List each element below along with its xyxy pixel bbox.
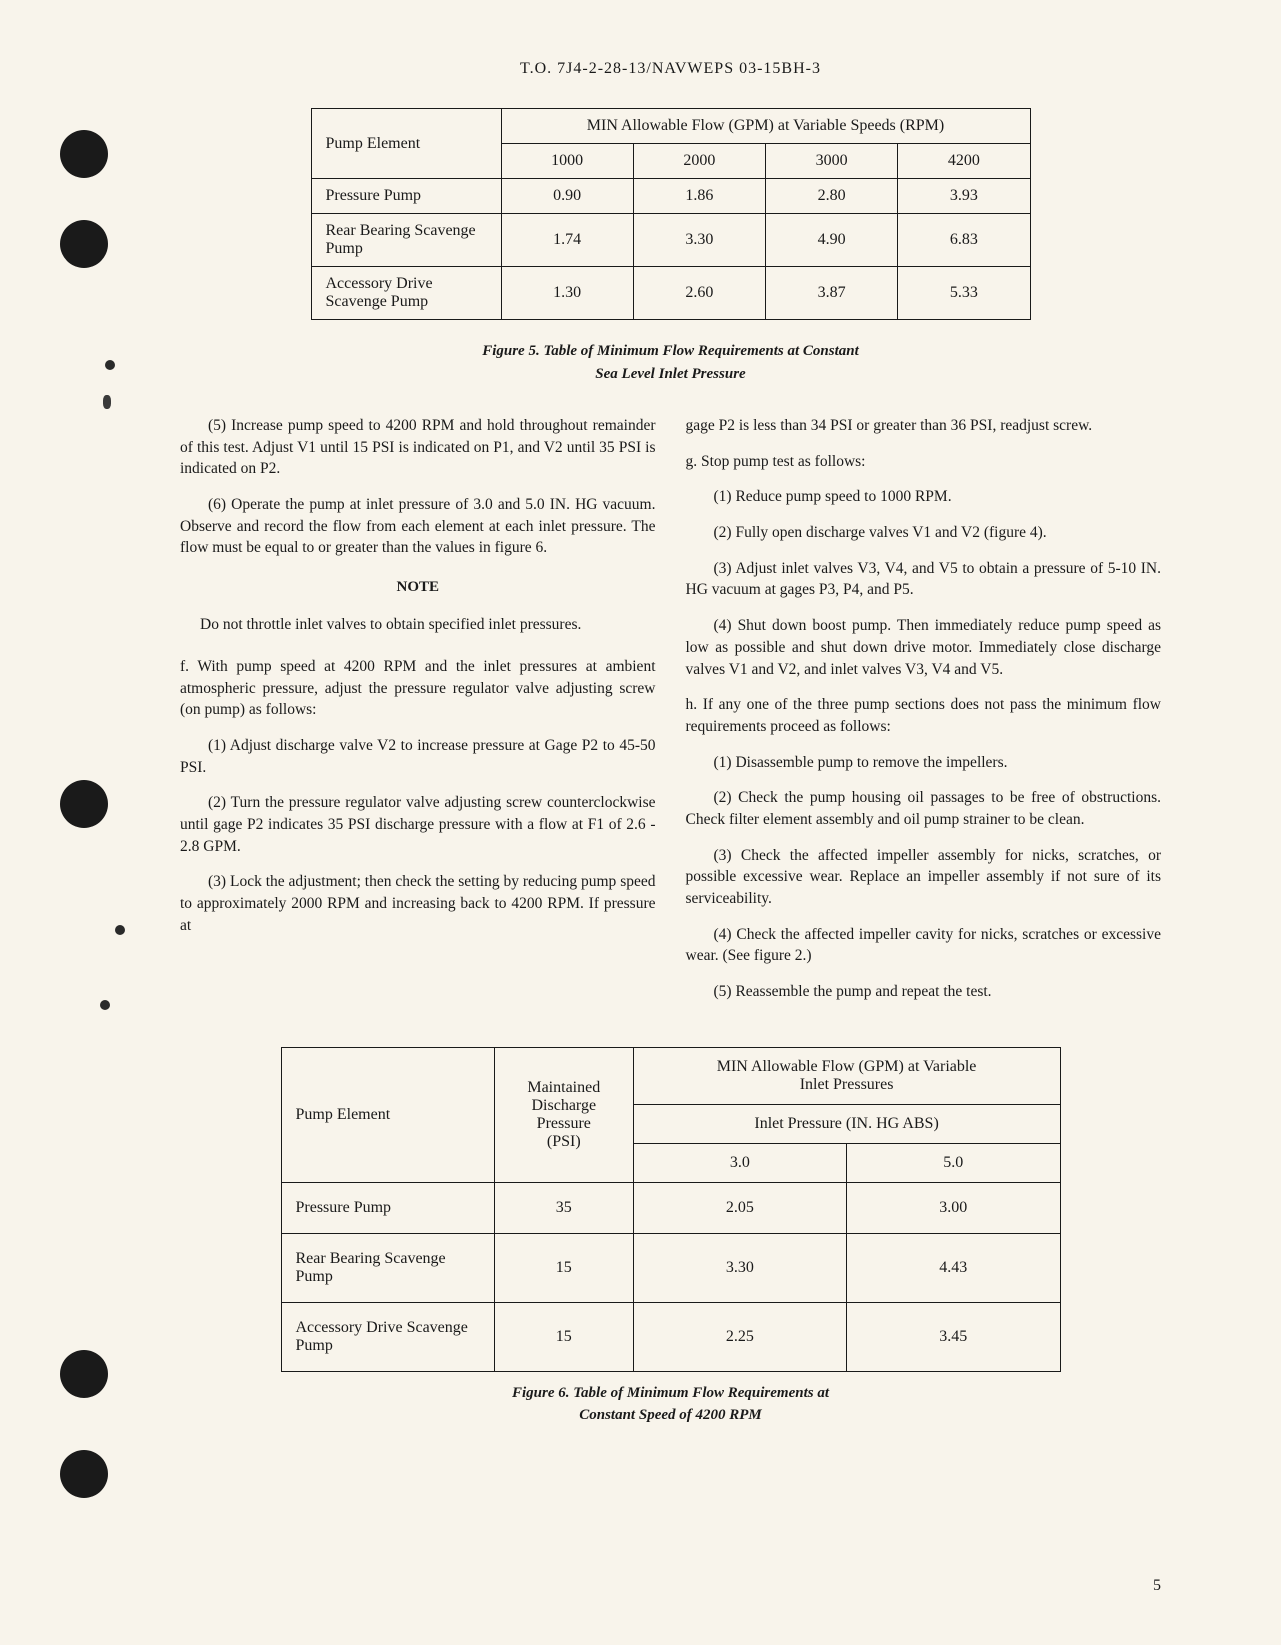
label: Maintained — [527, 1079, 600, 1096]
paragraph: (5) Reassemble the pump and repeat the t… — [686, 981, 1162, 1003]
paragraph: f. With pump speed at 4200 RPM and the i… — [180, 656, 656, 721]
paragraph: (1) Adjust discharge valve V2 to increas… — [180, 735, 656, 778]
paragraph: (2) Fully open discharge valves V1 and V… — [686, 522, 1162, 544]
figure-5-caption: Figure 5. Table of Minimum Flow Requirem… — [180, 340, 1161, 385]
label: MIN Allowable Flow (GPM) at Variable — [717, 1058, 977, 1075]
table2-value-cell: 2.05 — [633, 1182, 846, 1233]
table2-value-cell: 4.43 — [847, 1233, 1060, 1302]
table1-value-cell: 1.74 — [501, 214, 633, 267]
caption-line: Constant Speed of 4200 RPM — [579, 1407, 762, 1423]
table1-element-cell: Rear Bearing Scavenge Pump — [311, 214, 501, 267]
caption-line: Sea Level Inlet Pressure — [595, 366, 745, 382]
page-number: 5 — [1153, 1577, 1161, 1595]
table1-value-cell: 5.33 — [898, 267, 1030, 320]
paragraph: (4) Shut down boost pump. Then immediate… — [686, 615, 1162, 680]
scan-artifact — [100, 1000, 110, 1010]
paragraph: (3) Lock the adjustment; then check the … — [180, 871, 656, 936]
table2-psi-cell: 15 — [494, 1233, 633, 1302]
label: Discharge — [531, 1097, 596, 1114]
table1-element-cell: Pressure Pump — [311, 179, 501, 214]
scan-artifact — [103, 395, 111, 409]
punch-hole — [60, 220, 108, 268]
table1-speed-col: 2000 — [633, 144, 765, 179]
caption-line: Figure 5. Table of Minimum Flow Requirem… — [482, 343, 859, 359]
paragraph: (5) Increase pump speed to 4200 RPM and … — [180, 415, 656, 480]
table2-header-span: MIN Allowable Flow (GPM) at Variable Inl… — [633, 1047, 1060, 1104]
figure-6-caption: Figure 6. Table of Minimum Flow Requirem… — [180, 1382, 1161, 1427]
table1-value-cell: 2.80 — [765, 179, 897, 214]
table2-header-discharge: Maintained Discharge Pressure (PSI) — [494, 1047, 633, 1182]
table2-psi-cell: 35 — [494, 1182, 633, 1233]
right-column: gage P2 is less than 34 PSI or greater t… — [686, 415, 1162, 1017]
table2-value-cell: 2.25 — [633, 1302, 846, 1371]
paragraph: (1) Reduce pump speed to 1000 RPM. — [686, 486, 1162, 508]
table1-speed-col: 3000 — [765, 144, 897, 179]
paragraph: (2) Turn the pressure regulator valve ad… — [180, 792, 656, 857]
table1-value-cell: 3.93 — [898, 179, 1030, 214]
table1-value-cell: 3.87 — [765, 267, 897, 320]
body-columns: (5) Increase pump speed to 4200 RPM and … — [180, 415, 1161, 1017]
document-header: T.O. 7J4-2-28-13/NAVWEPS 03-15BH-3 — [180, 60, 1161, 78]
figure-6-table: Pump Element Maintained Discharge Pressu… — [281, 1047, 1061, 1372]
table1-element-cell: Accessory Drive Scavenge Pump — [311, 267, 501, 320]
scan-artifact — [105, 360, 115, 370]
table1-value-cell: 0.90 — [501, 179, 633, 214]
table2-psi-cell: 15 — [494, 1302, 633, 1371]
table1-value-cell: 4.90 — [765, 214, 897, 267]
table2-header-sub: Inlet Pressure (IN. HG ABS) — [633, 1104, 1060, 1143]
paragraph: (6) Operate the pump at inlet pressure o… — [180, 494, 656, 559]
table1-value-cell: 1.86 — [633, 179, 765, 214]
figure-5-table: Pump Element MIN Allowable Flow (GPM) at… — [311, 108, 1031, 320]
paragraph: (2) Check the pump housing oil passages … — [686, 787, 1162, 830]
left-column: (5) Increase pump speed to 4200 RPM and … — [180, 415, 656, 1017]
table1-speed-col: 1000 — [501, 144, 633, 179]
punch-hole — [60, 130, 108, 178]
paragraph: gage P2 is less than 34 PSI or greater t… — [686, 415, 1162, 437]
scan-artifact — [115, 925, 125, 935]
table1-value-cell: 1.30 — [501, 267, 633, 320]
table2-header-element: Pump Element — [281, 1047, 494, 1182]
table2-element-cell: Rear Bearing Scavenge Pump — [281, 1233, 494, 1302]
paragraph: h. If any one of the three pump sections… — [686, 694, 1162, 737]
paragraph: (3) Adjust inlet valves V3, V4, and V5 t… — [686, 558, 1162, 601]
table2-value-cell: 3.00 — [847, 1182, 1060, 1233]
table1-header-span: MIN Allowable Flow (GPM) at Variable Spe… — [501, 109, 1030, 144]
caption-line: Figure 6. Table of Minimum Flow Requirem… — [512, 1385, 829, 1401]
table1-header-element: Pump Element — [311, 109, 501, 179]
table1-value-cell: 6.83 — [898, 214, 1030, 267]
table2-inlet-col: 5.0 — [847, 1143, 1060, 1182]
punch-hole — [60, 780, 108, 828]
table2-value-cell: 3.30 — [633, 1233, 846, 1302]
table2-element-cell: Accessory Drive Scavenge Pump — [281, 1302, 494, 1371]
label: Pressure — [537, 1115, 591, 1132]
table1-value-cell: 3.30 — [633, 214, 765, 267]
label: (PSI) — [547, 1133, 581, 1150]
paragraph: (3) Check the affected impeller assembly… — [686, 845, 1162, 910]
paragraph: (1) Disassemble pump to remove the impel… — [686, 752, 1162, 774]
table1-value-cell: 2.60 — [633, 267, 765, 320]
note-heading: NOTE — [180, 577, 656, 598]
note-body: Do not throttle inlet valves to obtain s… — [200, 614, 636, 636]
paragraph: g. Stop pump test as follows: — [686, 451, 1162, 473]
punch-hole — [60, 1450, 108, 1498]
table2-inlet-col: 3.0 — [633, 1143, 846, 1182]
table2-element-cell: Pressure Pump — [281, 1182, 494, 1233]
paragraph: (4) Check the affected impeller cavity f… — [686, 924, 1162, 967]
punch-hole — [60, 1350, 108, 1398]
label: Inlet Pressures — [800, 1076, 894, 1093]
table2-value-cell: 3.45 — [847, 1302, 1060, 1371]
table1-speed-col: 4200 — [898, 144, 1030, 179]
